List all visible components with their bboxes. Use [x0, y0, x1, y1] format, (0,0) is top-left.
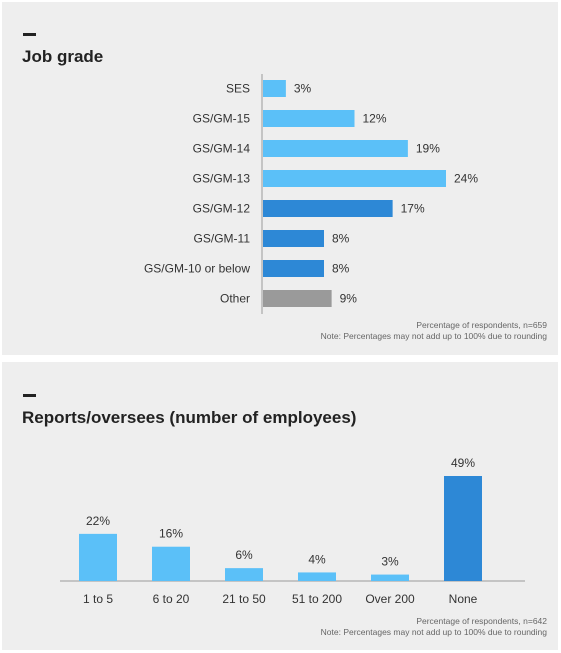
bar-gs-gm-15 [263, 110, 355, 127]
value-label-ses: 3% [294, 82, 312, 96]
bar-gs-gm-14 [263, 140, 408, 157]
reports-oversees-chart: 22% 1 to 5 16% 6 to 20 6% 21 to 50 4% 51 to 200… [60, 456, 525, 606]
category-label-6-to-20: 6 to 20 [153, 592, 190, 606]
bar-none [444, 476, 482, 581]
bar-51-to-200 [298, 572, 336, 581]
value-label-21-to-50: 6% [235, 548, 253, 562]
category-label-gs-gm-15: GS/GM-15 [193, 112, 251, 126]
bar-1-to-5 [79, 533, 117, 581]
value-label-1-to-5: 22% [86, 514, 110, 528]
job-grade-rounding-note: Note: Percentages may not add up to 100%… [320, 331, 547, 341]
job-grade-panel: Job grade SES 3% GS/GM-15 12% GS/GM-14 19% GS/… [2, 2, 558, 355]
category-label-21-to-50: 21 to 50 [222, 592, 266, 606]
category-label-gs-gm-11: GS/GM-11 [194, 232, 251, 246]
title-accent-dash [23, 33, 36, 36]
value-label-gs-gm-13: 24% [454, 172, 478, 186]
category-label-gs-gm-13: GS/GM-13 [193, 172, 251, 186]
category-label-51-to-200: 51 to 200 [292, 592, 342, 606]
category-label-gs-gm-14: GS/GM-14 [193, 142, 251, 156]
job-grade-sample-note: Percentage of respondents, n=659 [416, 320, 547, 330]
bar-6-to-20 [152, 546, 190, 581]
bar-ses [263, 80, 286, 97]
value-label-gs-gm-15: 12% [363, 112, 387, 126]
value-label-51-to-200: 4% [308, 552, 326, 566]
category-label-gs-gm-10-or-below: GS/GM-10 or below [144, 262, 250, 276]
job-grade-title: Job grade [22, 47, 104, 66]
reports-oversees-title: Reports/oversees (number of employees) [22, 408, 357, 427]
category-label-over-200: Over 200 [365, 592, 415, 606]
value-label-over-200: 3% [381, 555, 399, 569]
value-label-gs-gm-11: 8% [332, 232, 350, 246]
reports-oversees-note: Percentage of respondents, n=642 Note: P… [321, 616, 547, 638]
bar-gs-gm-13 [263, 170, 446, 187]
job-grade-chart: SES 3% GS/GM-15 12% GS/GM-14 19% GS/GM-13 24% GS… [144, 74, 478, 314]
title-accent-dash [23, 394, 36, 397]
value-label-gs-gm-14: 19% [416, 142, 440, 156]
category-label-1-to-5: 1 to 5 [83, 592, 113, 606]
category-label-gs-gm-12: GS/GM-12 [193, 202, 251, 216]
value-label-gs-gm-10-or-below: 8% [332, 262, 350, 276]
bar-gs-gm-12 [263, 200, 393, 217]
bar-gs-gm-11 [263, 230, 324, 247]
value-label-gs-gm-12: 17% [401, 202, 425, 216]
category-label-none: None [449, 592, 478, 606]
category-label-ses: SES [226, 82, 250, 96]
value-label-none: 49% [451, 456, 475, 470]
reports-oversees-panel: Reports/oversees (number of employees) 2… [2, 362, 558, 650]
bar-21-to-50 [225, 568, 263, 581]
reports-oversees-sample-note: Percentage of respondents, n=642 [416, 616, 547, 626]
category-label-other: Other [220, 292, 250, 306]
bar-other [263, 290, 332, 307]
reports-oversees-rounding-note: Note: Percentages may not add up to 100%… [320, 627, 547, 637]
value-label-6-to-20: 16% [159, 527, 183, 541]
bar-over-200 [371, 574, 409, 581]
job-grade-note: Percentage of respondents, n=659 Note: P… [321, 320, 547, 342]
bar-gs-gm-10-or-below [263, 260, 324, 277]
value-label-other: 9% [340, 292, 358, 306]
